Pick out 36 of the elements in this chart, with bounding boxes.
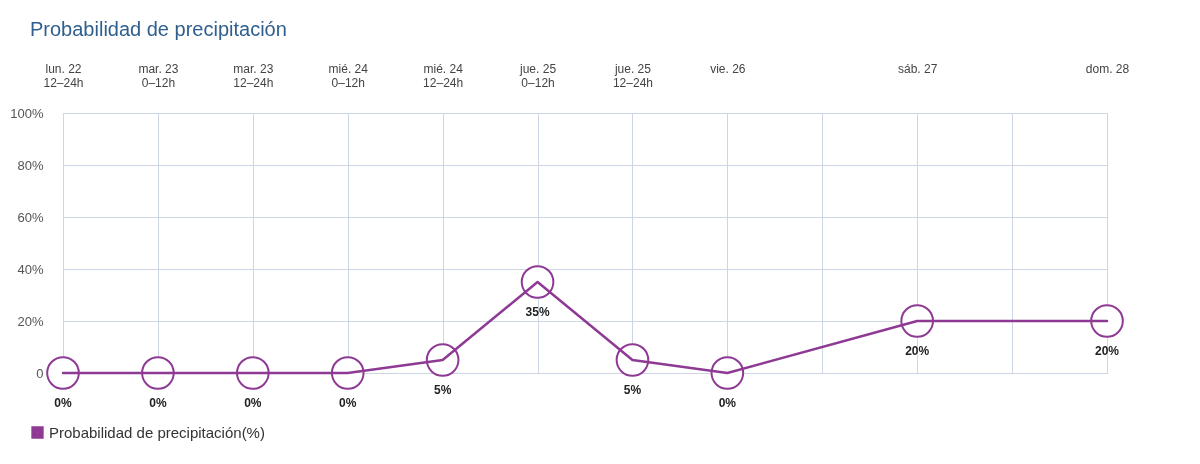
point xyxy=(330,356,365,390)
point xyxy=(900,304,934,338)
x-tick-label: jue. 25 12–24h xyxy=(612,61,653,90)
x-tick-label: vie. 26 xyxy=(710,61,746,76)
data-label: 20% xyxy=(1094,344,1120,358)
data-label: 20% xyxy=(905,344,930,358)
data-label: 5% xyxy=(623,383,642,397)
x-tick-label: sáb. 27 xyxy=(897,61,938,76)
x-tick-label: lun. 22 12–24h xyxy=(43,61,84,90)
point xyxy=(46,356,80,390)
data-label: 35% xyxy=(525,305,550,319)
y-tick-label: 80% xyxy=(17,157,44,173)
legend-label: Probabilidad de precipitación(%) xyxy=(49,423,265,441)
data-label: 0% xyxy=(339,396,357,410)
data-label: 0% xyxy=(149,396,167,410)
chart-title: Probabilidad de precipitación xyxy=(30,18,287,40)
x-tick-label: mar. 23 12–24h xyxy=(233,61,274,90)
point xyxy=(1090,304,1124,338)
y-tick-label: 0 xyxy=(36,365,44,381)
y-tick-label: 40% xyxy=(17,261,44,277)
data-label: 0% xyxy=(244,396,262,410)
x-tick-label: mié. 24 0–12h xyxy=(328,61,369,90)
x-tick-label: mié. 24 12–24h xyxy=(423,61,464,90)
x-tick-label: jue. 25 0–12h xyxy=(519,61,557,90)
point xyxy=(236,356,270,390)
y-tick-label: 20% xyxy=(17,313,44,329)
y-tick-label: 60% xyxy=(17,209,44,225)
data-label: 5% xyxy=(433,383,452,397)
point xyxy=(710,356,745,390)
x-tick-label: dom. 28 xyxy=(1085,61,1130,76)
data-label: 0% xyxy=(718,396,737,410)
x-tick-label: mar. 23 0–12h xyxy=(138,61,179,90)
point xyxy=(615,343,650,377)
y-tick-label: 100% xyxy=(10,105,44,121)
point xyxy=(141,356,175,390)
data-label: 0% xyxy=(54,396,72,410)
